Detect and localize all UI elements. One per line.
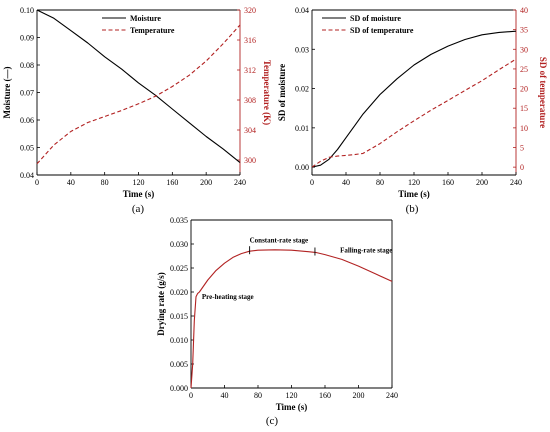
panel-b-standard-deviation: 0 40 80 120 160 200 240 0.00 0.01 0.02 0.03 0.04 0 5 1… [277,6,548,215]
panel-label: (c) [266,415,279,427]
y-tick-label: 0.005 [170,360,188,369]
x-tick-label: 40 [221,391,229,400]
y-tick-label: 0.07 [20,89,34,98]
y2-tick-label: 316 [244,36,256,45]
x-axis-title: Time (s) [398,189,430,199]
stage-annotation: Falling-rate stage [340,247,392,255]
x-tick-label: 200 [353,391,365,400]
y2-tick-label: 320 [244,6,256,15]
series-line-1 [311,30,517,168]
legend-label: SD of temperature [350,26,414,35]
y-tick-label: 0.020 [170,288,188,297]
x-tick-label: 240 [234,178,246,187]
y-axis-title: Moisture (—) [2,66,12,118]
x-tick-label: 80 [376,178,384,187]
x-tick-label: 160 [166,178,178,187]
y-tick-label: 0.09 [20,34,34,43]
y-tick-label: 0.015 [170,312,188,321]
x-tick-label: 200 [476,178,488,187]
x-tick-label: 120 [286,391,298,400]
x-tick-label: 160 [442,178,454,187]
x-tick-label: 240 [386,391,398,400]
y2-tick-label: 312 [244,66,256,75]
x-tick-label: 80 [254,391,262,400]
y-tick-label: 0.04 [295,6,309,15]
series-line-2 [36,24,241,165]
y-axis-title: Drying rate (g/s) [156,272,166,335]
y-tick-label: 0.03 [295,45,309,54]
x-tick-label: 0 [310,178,314,187]
y-tick-label: 0.02 [295,85,309,94]
y-tick-label: 0.035 [170,216,188,225]
panel-label: (b) [406,203,419,215]
y-tick-label: 0.01 [295,124,309,133]
x-tick-label: 80 [101,178,109,187]
x-tick-label: 0 [35,178,39,187]
y2-axis-title: Temperature (K) [262,60,272,125]
y2-axis-title: SD of temperature [538,57,548,128]
x-axis-title: Time (s) [123,189,155,199]
y-tick-label: 0.000 [170,384,188,393]
y2-tick-label: 35 [520,26,528,35]
y-tick-label: 0.06 [20,116,34,125]
x-axis-title: Time (s) [276,402,308,412]
y-tick-label: 0.010 [170,336,188,345]
series-line-2 [311,58,517,168]
y2-tick-label: 0 [520,163,524,172]
legend-label: Temperature [130,26,175,35]
y2-tick-label: 10 [520,124,528,133]
x-tick-label: 240 [510,178,522,187]
y2-tick-label: 20 [520,85,528,94]
x-tick-label: 120 [408,178,420,187]
x-tick-label: 200 [200,178,212,187]
y-tick-label: 0.08 [20,61,34,70]
panel-a-moisture-temperature: 0 40 80 120 160 200 240 0.04 0.05 0.06 0.07 0.08 0.0… [2,6,272,215]
y2-tick-label: 300 [244,156,256,165]
y-tick-label: 0.030 [170,240,188,249]
legend-label: Moisture [130,14,161,23]
y-tick-label: 0.05 [20,144,34,153]
x-tick-label: 0 [189,391,193,400]
y-tick-label: 0.10 [20,6,34,15]
panel-c-drying-rate: 0 40 80 120 160 200 240 0.000 0.005 0.010 0.015 0.0… [156,216,398,427]
y-tick-label: 0.025 [170,264,188,273]
series-line-1 [190,249,393,389]
y2-tick-label: 40 [520,6,528,15]
y-axis-title: SD of moisture [277,64,287,121]
x-tick-label: 40 [342,178,350,187]
x-tick-label: 160 [319,391,331,400]
panel-label: (a) [132,203,145,215]
stage-annotation: Pre-heating stage [202,293,254,301]
y2-tick-label: 25 [520,65,528,74]
series-line-1 [36,9,241,164]
y2-tick-label: 308 [244,96,256,105]
x-tick-label: 120 [133,178,145,187]
y2-tick-label: 30 [520,45,528,54]
y-tick-label: 0.04 [20,171,34,180]
y2-tick-label: 5 [520,144,524,153]
legend-label: SD of moisture [350,14,401,23]
y-tick-label: 0.00 [295,163,309,172]
stage-annotation: Constant-rate stage [250,237,309,245]
x-tick-label: 40 [67,178,75,187]
y2-tick-label: 304 [244,126,256,135]
y2-tick-label: 15 [520,104,528,113]
